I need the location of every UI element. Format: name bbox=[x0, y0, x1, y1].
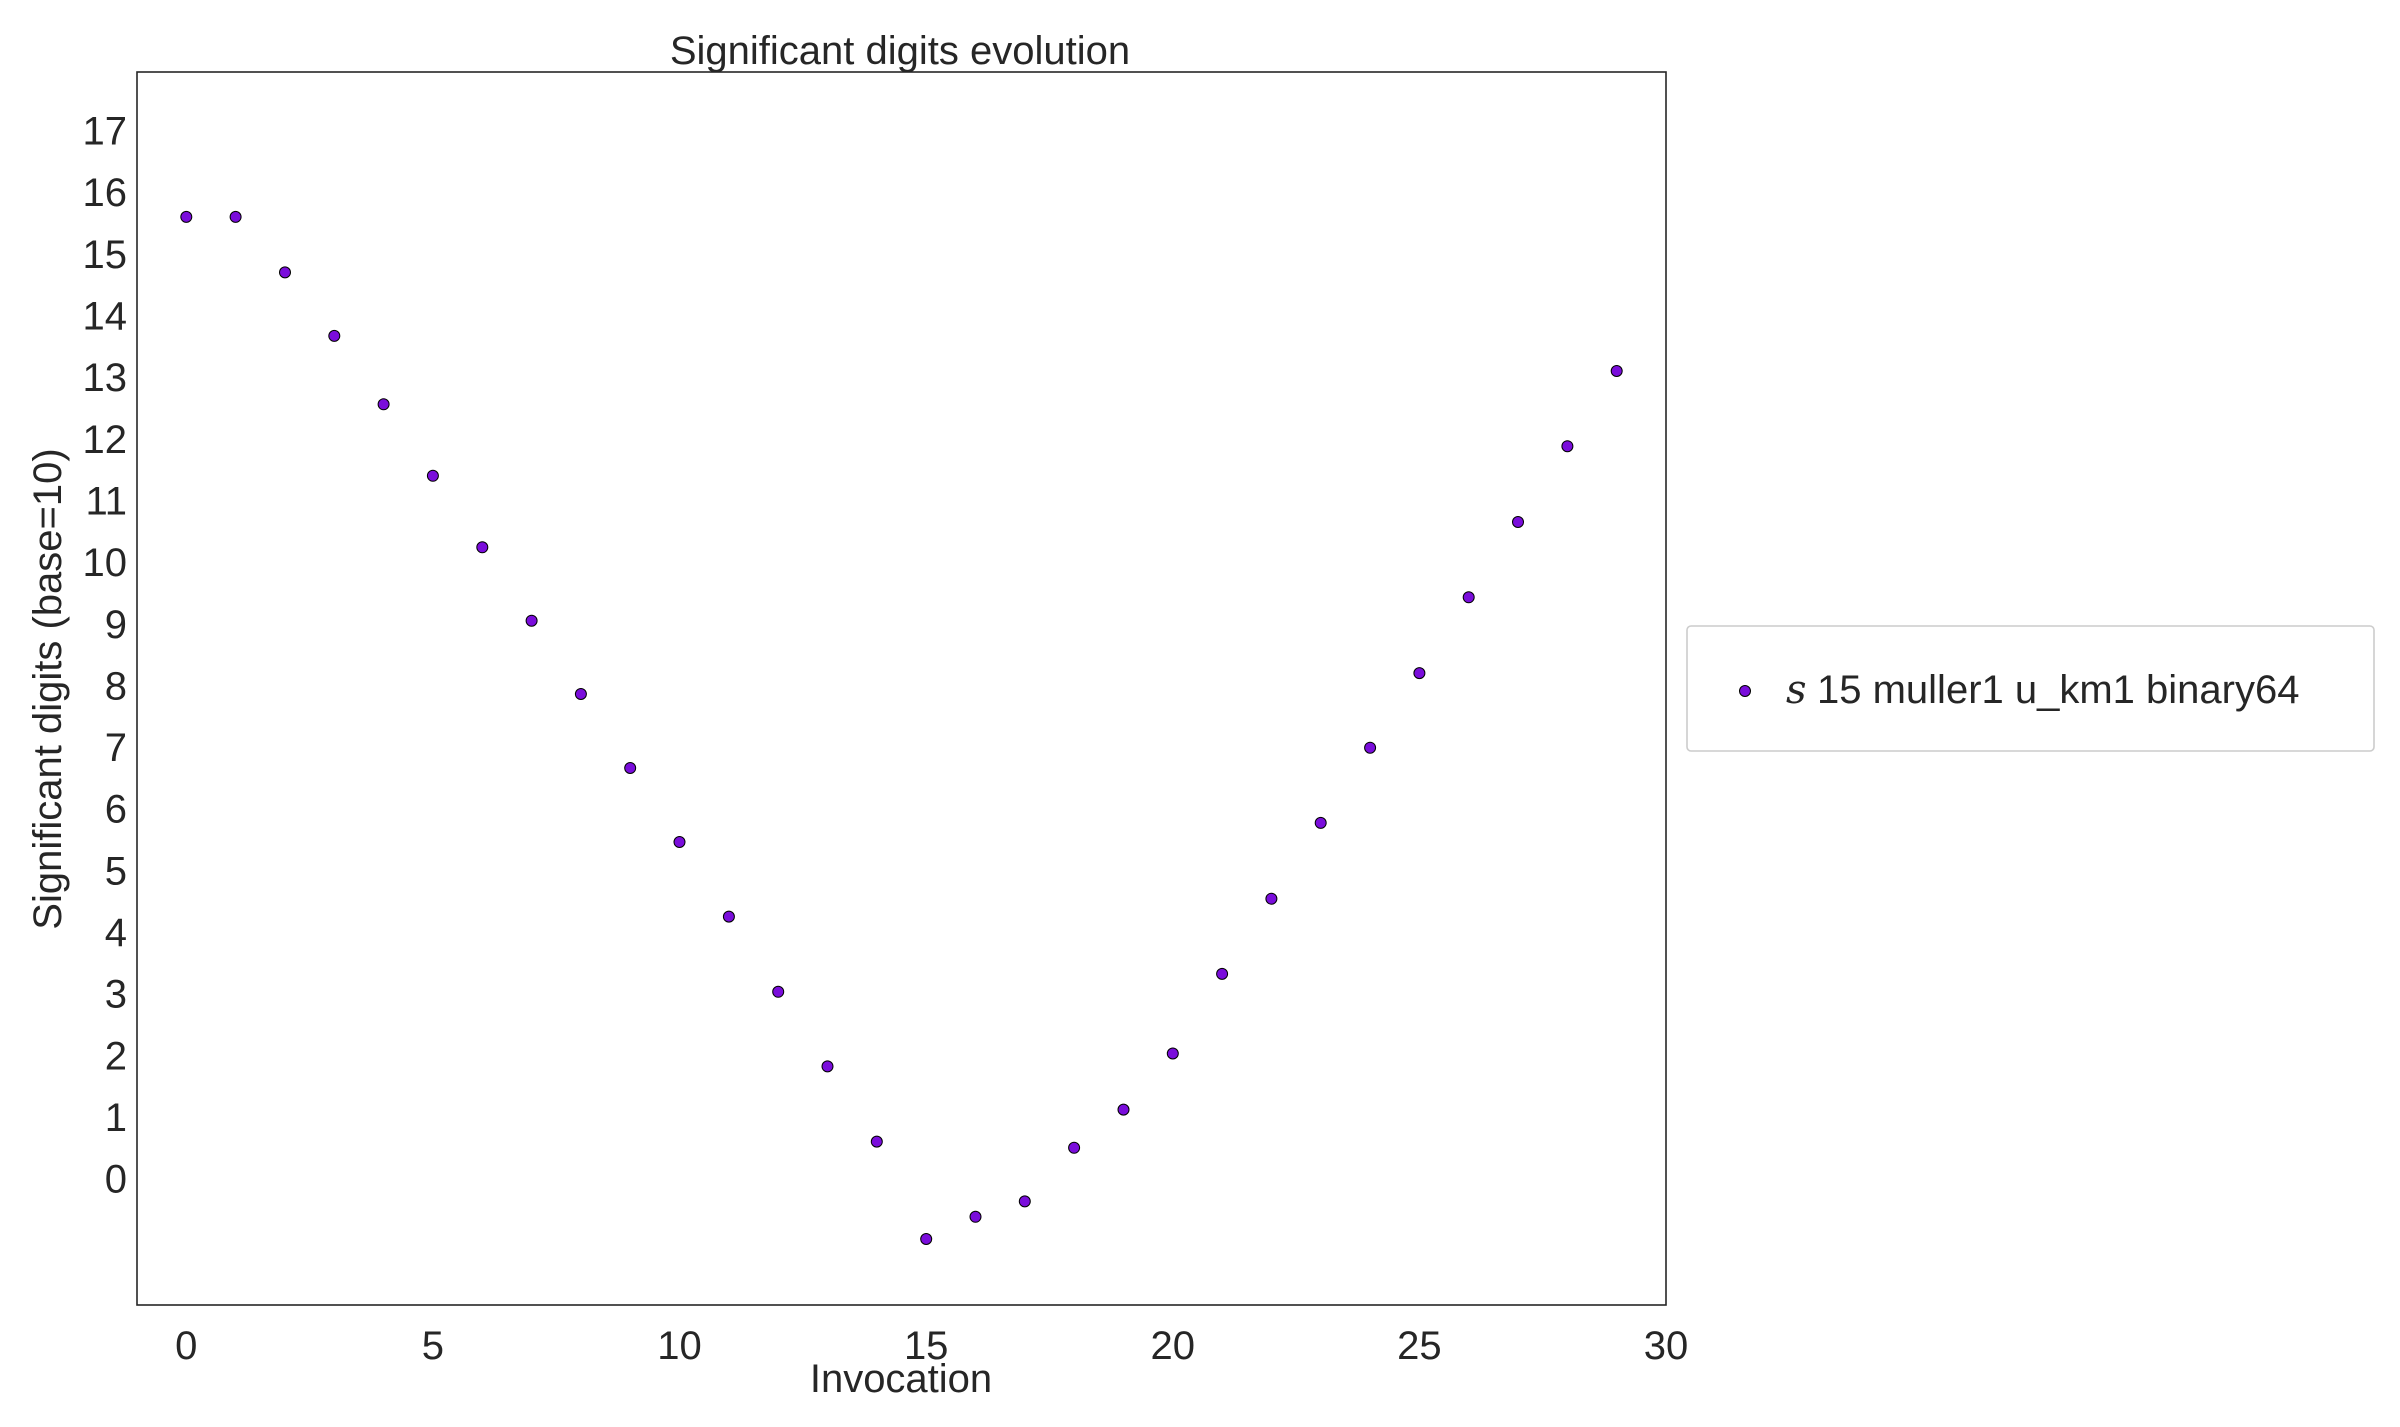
y-tick-label: 7 bbox=[105, 726, 127, 770]
data-point bbox=[624, 762, 637, 774]
data-point bbox=[1512, 516, 1524, 528]
legend-box bbox=[1686, 625, 2375, 752]
y-tick-label: 10 bbox=[83, 541, 128, 585]
x-axis-label: Invocation bbox=[810, 1357, 992, 1401]
x-tick-label: 0 bbox=[175, 1324, 197, 1368]
x-tick-label: 15 bbox=[904, 1324, 949, 1368]
data-point bbox=[1117, 1103, 1130, 1116]
data-point bbox=[1413, 667, 1426, 680]
y-tick-label: 12 bbox=[83, 418, 128, 462]
data-point bbox=[1216, 967, 1229, 980]
data-point bbox=[1068, 1141, 1081, 1154]
y-tick-label: 5 bbox=[105, 849, 127, 893]
y-axis-label: Significant digits (base=10) bbox=[26, 448, 70, 929]
y-tick-label: 15 bbox=[83, 233, 128, 277]
y-tick-label: 0 bbox=[105, 1158, 127, 1202]
y-tick-label: 6 bbox=[105, 788, 127, 832]
data-point bbox=[772, 985, 785, 998]
data-points bbox=[180, 210, 1623, 1245]
data-point bbox=[1462, 591, 1475, 604]
x-axis-ticks: 0 5 10 15 20 25 30 bbox=[175, 1324, 1688, 1368]
y-tick-label: 16 bbox=[83, 171, 128, 215]
plot-frame bbox=[136, 71, 1667, 1306]
y-tick-label: 4 bbox=[105, 911, 127, 955]
data-point bbox=[821, 1060, 834, 1073]
data-point bbox=[870, 1135, 883, 1148]
data-point bbox=[673, 836, 686, 848]
data-point bbox=[1018, 1195, 1031, 1208]
y-tick-label: 14 bbox=[83, 295, 128, 339]
legend-label: 15 muller1 u_km1 binary64 bbox=[1817, 668, 2299, 712]
data-point bbox=[920, 1233, 933, 1245]
data-point bbox=[1166, 1047, 1179, 1060]
data-point bbox=[426, 469, 439, 482]
y-tick-label: 1 bbox=[105, 1096, 127, 1140]
data-point bbox=[969, 1210, 982, 1223]
data-point bbox=[525, 614, 538, 627]
legend: s 15 muller1 u_km1 binary64 bbox=[1686, 625, 2375, 752]
y-tick-label: 11 bbox=[85, 480, 127, 524]
plot-area bbox=[136, 71, 1667, 1306]
x-tick-label: 25 bbox=[1397, 1324, 1442, 1368]
data-point bbox=[377, 398, 390, 411]
y-tick-label: 8 bbox=[105, 664, 127, 708]
x-tick-label: 20 bbox=[1151, 1324, 1196, 1368]
data-point bbox=[574, 688, 587, 700]
data-point bbox=[1561, 440, 1574, 453]
data-point bbox=[1265, 892, 1278, 905]
data-point bbox=[1314, 816, 1327, 829]
x-tick-label: 30 bbox=[1644, 1324, 1689, 1368]
data-point bbox=[722, 910, 735, 923]
legend-symbol: s bbox=[1786, 667, 1807, 713]
y-tick-label: 17 bbox=[83, 110, 128, 154]
data-point bbox=[1364, 741, 1377, 754]
data-point bbox=[1610, 365, 1623, 377]
y-tick-label: 2 bbox=[105, 1034, 127, 1078]
y-tick-label: 13 bbox=[83, 356, 128, 400]
data-point bbox=[229, 210, 242, 223]
x-tick-label: 5 bbox=[422, 1324, 444, 1368]
data-point bbox=[476, 541, 489, 554]
y-tick-label: 3 bbox=[105, 973, 127, 1017]
chart-title: Significant digits evolution bbox=[670, 29, 1130, 73]
legend-marker bbox=[1739, 685, 1751, 697]
data-point bbox=[279, 266, 291, 279]
data-point bbox=[328, 329, 341, 342]
y-tick-label: 9 bbox=[105, 603, 127, 647]
data-point bbox=[180, 210, 193, 223]
x-tick-label: 10 bbox=[657, 1324, 702, 1368]
